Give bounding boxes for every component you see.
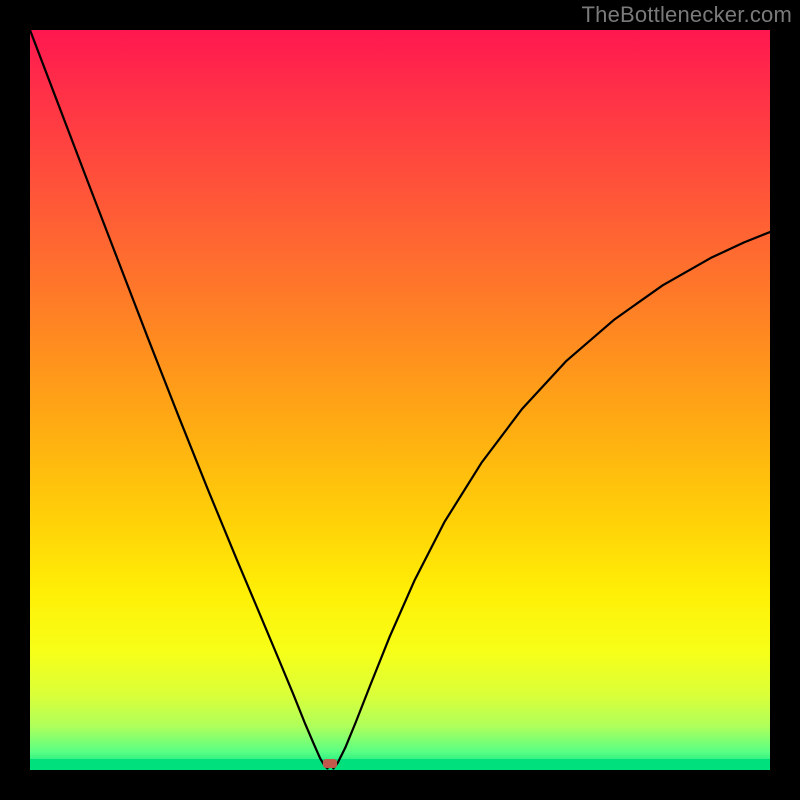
optimum-marker xyxy=(323,759,337,768)
chart-container: TheBottlenecker.com xyxy=(0,0,800,800)
bottleneck-curve xyxy=(30,30,770,770)
watermark-text: TheBottlenecker.com xyxy=(582,2,792,28)
plot-area xyxy=(30,30,770,770)
